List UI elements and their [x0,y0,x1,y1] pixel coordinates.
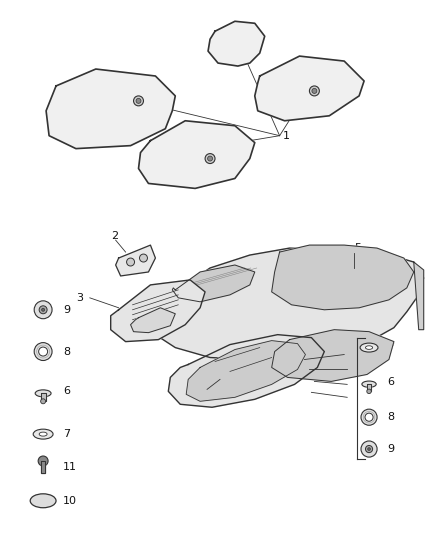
Circle shape [205,154,215,164]
Circle shape [361,409,377,425]
Polygon shape [168,335,324,407]
Text: 10: 10 [63,496,77,506]
Circle shape [34,301,52,319]
Circle shape [309,86,319,96]
Text: 1: 1 [283,131,290,141]
Circle shape [34,343,52,360]
Text: 6: 6 [387,377,394,387]
Polygon shape [41,393,46,401]
Text: 8: 8 [387,412,394,422]
Polygon shape [138,121,255,188]
Circle shape [39,347,48,356]
Circle shape [367,389,371,393]
Polygon shape [150,248,424,360]
Polygon shape [208,21,265,66]
Text: 9: 9 [63,305,70,315]
Circle shape [208,156,212,161]
Text: 7: 7 [63,429,70,439]
Ellipse shape [39,432,47,436]
Text: 4: 4 [195,386,202,397]
Circle shape [361,441,377,457]
Text: 5: 5 [354,243,361,253]
Polygon shape [46,69,175,149]
Ellipse shape [33,429,53,439]
Circle shape [38,456,48,466]
Text: 8: 8 [63,346,70,357]
Text: 6: 6 [63,386,70,397]
Circle shape [140,254,148,262]
Circle shape [134,96,144,106]
Polygon shape [272,245,414,310]
Text: 3: 3 [76,293,83,303]
Circle shape [127,258,134,266]
Ellipse shape [30,494,56,508]
Polygon shape [131,308,175,333]
Circle shape [42,308,45,311]
Circle shape [41,399,46,404]
Circle shape [39,306,47,314]
Polygon shape [111,280,205,342]
Polygon shape [186,341,305,401]
Circle shape [365,413,373,421]
Circle shape [312,88,317,93]
Circle shape [365,446,373,453]
Polygon shape [172,265,255,302]
Polygon shape [116,245,155,276]
Polygon shape [41,461,45,473]
Ellipse shape [365,346,373,349]
Text: 7: 7 [387,343,394,352]
Text: 11: 11 [63,462,77,472]
Ellipse shape [35,390,51,397]
Polygon shape [367,384,371,391]
Text: 9: 9 [387,444,394,454]
Ellipse shape [360,343,378,352]
Ellipse shape [362,381,376,387]
Text: 2: 2 [111,231,118,241]
Circle shape [367,448,371,450]
Circle shape [136,99,141,103]
Polygon shape [414,262,424,330]
Polygon shape [272,330,394,382]
Polygon shape [255,56,364,121]
